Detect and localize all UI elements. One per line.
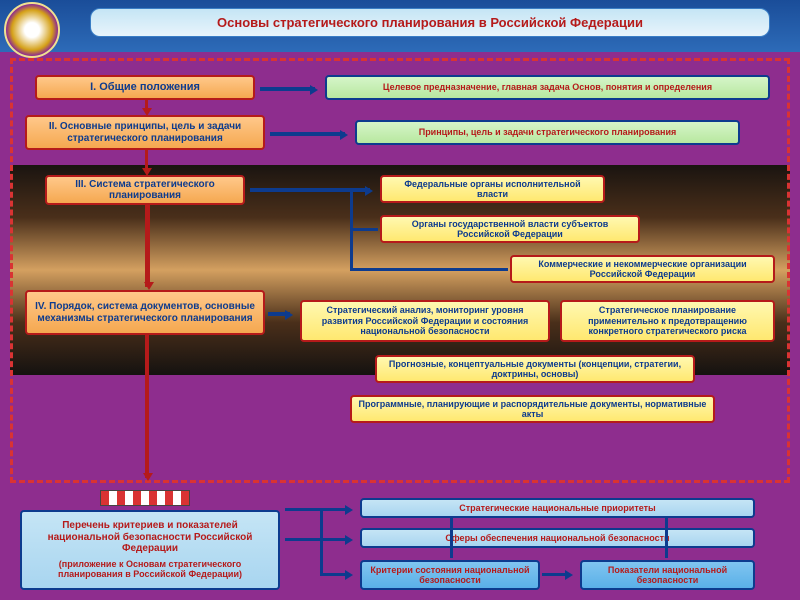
- yellow-4: Стратегический анализ, мониторинг уровня…: [300, 300, 550, 342]
- conn-b1-b4: [665, 518, 668, 558]
- yellow-3: Коммерческие и некоммерческие организаци…: [510, 255, 775, 283]
- yellow-7: Программные, планирующие и распорядитель…: [350, 395, 715, 423]
- arrow-g1: [260, 87, 315, 91]
- green-box-1: Целевое предназначение, главная задача О…: [325, 75, 770, 100]
- bottom-b4: Показатели национальной безопасности: [580, 560, 755, 590]
- bottom-b3: Критерии состояния национальной безопасн…: [360, 560, 540, 590]
- arrow-bottom-1: [285, 508, 350, 511]
- arrow-bottom-3: [320, 573, 350, 576]
- yellow-5: Стратегическое планирование применительн…: [560, 300, 775, 342]
- section-4-box: IV. Порядок, система документов, основны…: [25, 290, 265, 335]
- arrow-s2-s3: [145, 150, 148, 173]
- conn-h2: [350, 228, 378, 231]
- arrow-s4-right: [268, 312, 290, 316]
- arrow-bottom-2: [285, 538, 350, 541]
- arrow-s3-s4: [145, 205, 150, 287]
- criteria-box: Перечень критериев и показателей национа…: [20, 510, 280, 590]
- conn-h3: [350, 268, 508, 271]
- yellow-2: Органы государственной власти субъектов …: [380, 215, 640, 243]
- conn-b1-b3: [450, 518, 453, 558]
- arrow-s1-s2: [145, 100, 148, 113]
- bottom-b1: Стратегические национальные приоритеты: [360, 498, 755, 518]
- arrow-s4-down: [145, 335, 149, 478]
- bottom-b2: Сферы обеспечения национальной безопасно…: [360, 528, 755, 548]
- section-1-box: I. Общие положения: [35, 75, 255, 100]
- yellow-6: Прогнозные, концептуальные документы (ко…: [375, 355, 695, 383]
- barrier-icon: [100, 490, 190, 506]
- yellow-1: Федеральные органы исполнительной власти: [380, 175, 605, 203]
- criteria-title: Перечень критериев и показателей национа…: [28, 520, 272, 555]
- page-title: Основы стратегического планирования в Ро…: [90, 8, 770, 37]
- arrow-b3-b4: [542, 573, 570, 576]
- green-box-2: Принципы, цель и задачи стратегического …: [355, 120, 740, 145]
- logo-emblem: [4, 2, 60, 58]
- arrow-g2: [270, 132, 345, 136]
- criteria-subtitle: (приложение к Основам стратегического пл…: [28, 559, 272, 580]
- conn-bottom-v: [320, 508, 323, 573]
